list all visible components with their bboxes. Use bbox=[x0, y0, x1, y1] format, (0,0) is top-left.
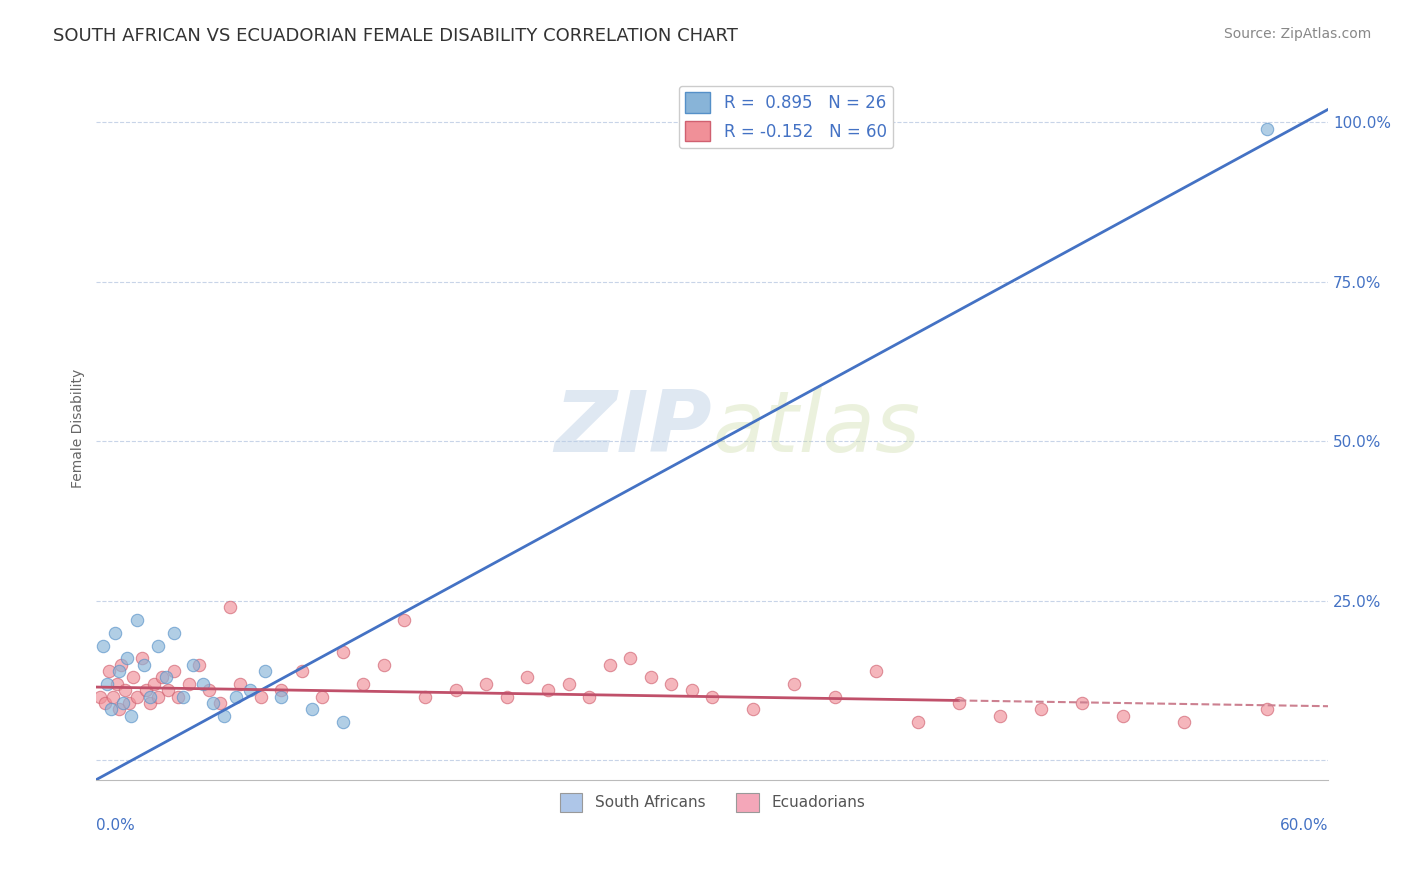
Text: Source: ZipAtlas.com: Source: ZipAtlas.com bbox=[1223, 27, 1371, 41]
Text: ZIP: ZIP bbox=[554, 387, 713, 470]
Point bbox=[115, 651, 138, 665]
Point bbox=[640, 671, 662, 685]
Point bbox=[198, 683, 221, 698]
Point bbox=[1256, 121, 1278, 136]
Text: 0.0%: 0.0% bbox=[97, 818, 135, 833]
Point bbox=[131, 651, 153, 665]
Point bbox=[89, 690, 111, 704]
Point bbox=[301, 702, 323, 716]
Point bbox=[537, 683, 560, 698]
Point bbox=[202, 696, 225, 710]
Point bbox=[496, 690, 519, 704]
Point bbox=[557, 677, 579, 691]
Point bbox=[988, 708, 1011, 723]
Point bbox=[444, 683, 467, 698]
Point bbox=[108, 664, 131, 678]
Point bbox=[188, 657, 211, 672]
Point bbox=[225, 690, 247, 704]
Point bbox=[742, 702, 765, 716]
Point bbox=[167, 690, 190, 704]
Point bbox=[97, 664, 120, 678]
Point bbox=[270, 683, 292, 698]
Point bbox=[1256, 702, 1278, 716]
Point bbox=[332, 715, 354, 730]
Point bbox=[619, 651, 641, 665]
Point bbox=[865, 664, 887, 678]
Point bbox=[218, 600, 240, 615]
Point bbox=[659, 677, 682, 691]
Point bbox=[100, 702, 122, 716]
Point bbox=[155, 671, 177, 685]
Point bbox=[101, 690, 124, 704]
Point bbox=[108, 702, 131, 716]
Point bbox=[291, 664, 314, 678]
Point bbox=[475, 677, 498, 691]
Point bbox=[373, 657, 395, 672]
Y-axis label: Female Disability: Female Disability bbox=[72, 369, 86, 488]
Point bbox=[163, 625, 186, 640]
Point bbox=[253, 664, 276, 678]
Point bbox=[332, 645, 354, 659]
Point bbox=[112, 696, 135, 710]
Point bbox=[1029, 702, 1052, 716]
Point bbox=[120, 708, 142, 723]
Point bbox=[270, 690, 292, 704]
Point bbox=[138, 690, 160, 704]
Point bbox=[311, 690, 333, 704]
Point bbox=[172, 690, 194, 704]
Point bbox=[93, 696, 115, 710]
Point bbox=[177, 677, 200, 691]
Point bbox=[239, 683, 262, 698]
Point bbox=[1070, 696, 1092, 710]
Text: atlas: atlas bbox=[713, 387, 921, 470]
Point bbox=[132, 657, 155, 672]
Point bbox=[91, 639, 114, 653]
Point bbox=[114, 683, 136, 698]
Point bbox=[352, 677, 374, 691]
Point bbox=[135, 683, 157, 698]
Text: SOUTH AFRICAN VS ECUADORIAN FEMALE DISABILITY CORRELATION CHART: SOUTH AFRICAN VS ECUADORIAN FEMALE DISAB… bbox=[53, 27, 738, 45]
Legend: South Africans, Ecuadorians: South Africans, Ecuadorians bbox=[554, 787, 872, 818]
Point bbox=[599, 657, 621, 672]
Point bbox=[249, 690, 271, 704]
Point bbox=[122, 671, 145, 685]
Point bbox=[127, 613, 149, 627]
Point bbox=[578, 690, 600, 704]
Point bbox=[1112, 708, 1135, 723]
Point bbox=[783, 677, 806, 691]
Point bbox=[948, 696, 970, 710]
Point bbox=[105, 677, 128, 691]
Point bbox=[1173, 715, 1195, 730]
Point bbox=[181, 657, 204, 672]
Point bbox=[157, 683, 180, 698]
Point bbox=[394, 613, 416, 627]
Point bbox=[146, 690, 169, 704]
Point bbox=[413, 690, 436, 704]
Point bbox=[146, 639, 169, 653]
Point bbox=[208, 696, 231, 710]
Point bbox=[138, 696, 160, 710]
Point bbox=[127, 690, 149, 704]
Point bbox=[702, 690, 724, 704]
Point bbox=[824, 690, 846, 704]
Point bbox=[681, 683, 703, 698]
Point bbox=[212, 708, 235, 723]
Point bbox=[516, 671, 538, 685]
Point bbox=[96, 677, 118, 691]
Point bbox=[150, 671, 173, 685]
Text: 60.0%: 60.0% bbox=[1279, 818, 1329, 833]
Point bbox=[142, 677, 165, 691]
Point bbox=[907, 715, 929, 730]
Point bbox=[110, 657, 132, 672]
Point bbox=[163, 664, 186, 678]
Point bbox=[229, 677, 252, 691]
Point bbox=[191, 677, 214, 691]
Point bbox=[118, 696, 141, 710]
Point bbox=[104, 625, 127, 640]
